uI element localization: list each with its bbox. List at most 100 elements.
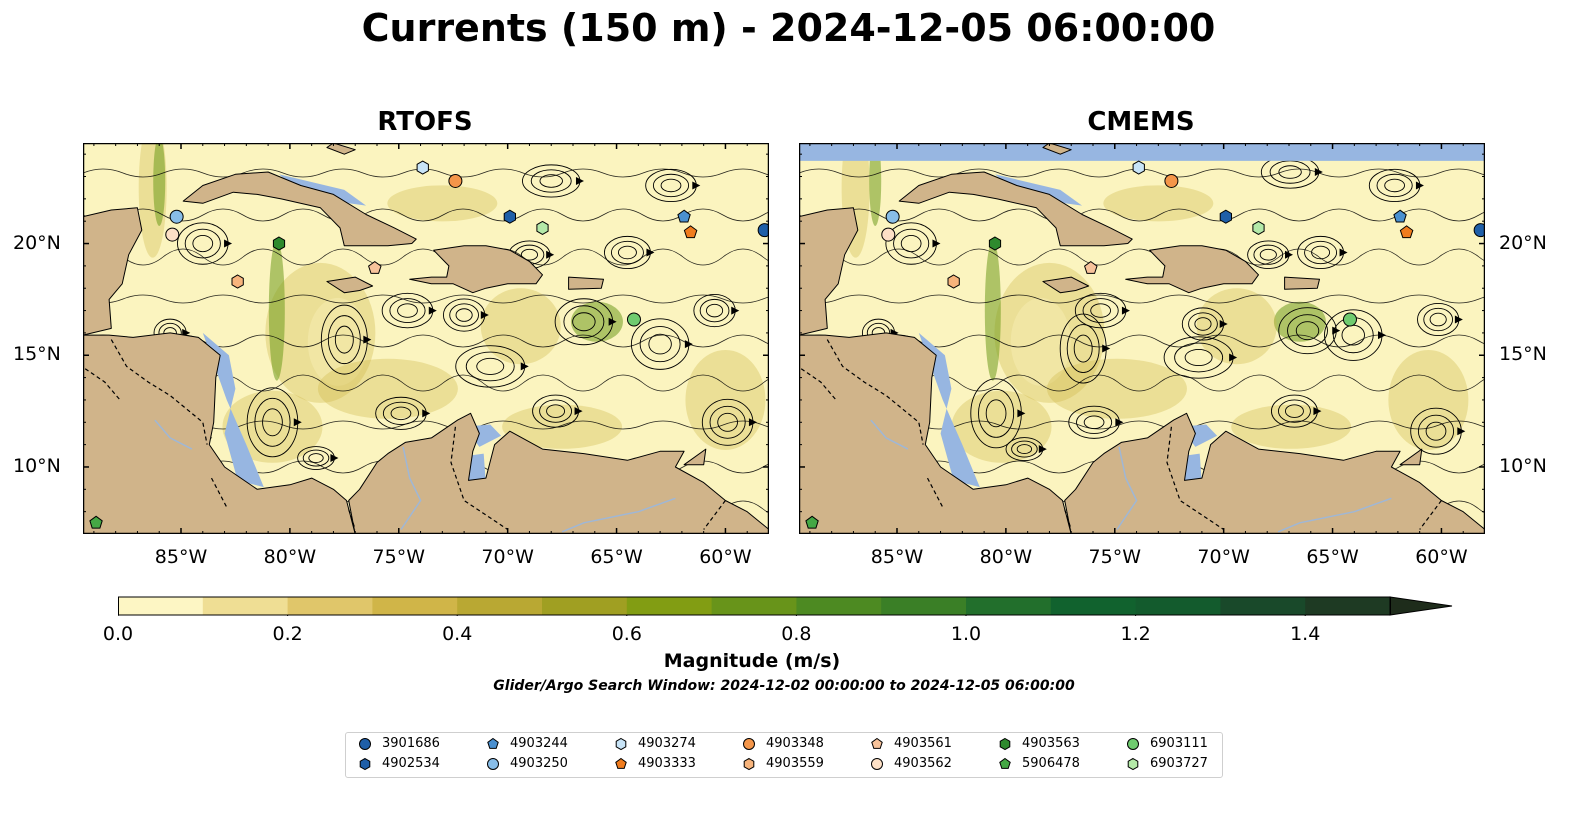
colorbar-level <box>1305 597 1391 615</box>
streamline <box>799 168 1485 178</box>
float-marker-4903563 <box>988 236 1002 251</box>
streamline-arrow <box>1115 418 1124 427</box>
current-speed-patch <box>265 262 376 403</box>
streamline <box>1304 240 1338 265</box>
streamline-arrow <box>932 239 941 248</box>
streamline <box>192 234 214 253</box>
legend-label: 4903244 <box>510 736 568 751</box>
colorbar-tick-label: 0.4 <box>442 623 473 645</box>
streamline <box>1073 334 1093 363</box>
streamline <box>449 303 479 327</box>
streamline <box>546 404 566 418</box>
float-marker-6903727 <box>536 220 549 235</box>
legend-marker-icon <box>871 757 883 770</box>
streamline-arrow <box>1017 409 1026 418</box>
river <box>1116 446 1138 530</box>
central-america-land <box>799 332 1072 534</box>
colorbar-level <box>626 597 713 615</box>
colorbar-level <box>202 597 289 615</box>
legend-item: 4902534 <box>358 756 440 771</box>
streamline <box>539 399 573 423</box>
trinidad-land <box>1399 448 1423 466</box>
colorbar-level <box>287 597 373 615</box>
x-tick-label-left: 80°W <box>263 546 317 568</box>
streamline-arrow <box>520 362 529 371</box>
current-speed-patch <box>869 143 882 226</box>
country-border <box>826 339 924 445</box>
legend-marker-icon <box>1127 737 1139 750</box>
country-border <box>1166 426 1225 530</box>
legend-item: 5906478 <box>998 756 1080 771</box>
streamline <box>1066 324 1100 374</box>
colorbar-level <box>372 597 458 615</box>
country-border <box>348 509 356 530</box>
streamline <box>184 228 221 259</box>
streamline-arrow <box>1457 427 1466 436</box>
legend-item: 6903111 <box>1126 736 1208 751</box>
float-marker-4903250 <box>885 209 900 224</box>
x-tick-label-left: 60°W <box>699 546 752 568</box>
hispaniola-land <box>409 245 543 294</box>
streamline <box>799 294 1485 304</box>
float-legend: 3901686 4902534 4903244 4903250 4903274 49033… <box>345 732 1223 778</box>
cuba-shelf <box>279 174 367 206</box>
legend-label: 4903559 <box>766 756 824 771</box>
streamline-arrow <box>1415 181 1424 190</box>
float-marker-5906478 <box>89 515 103 529</box>
streamline <box>308 453 324 463</box>
coastal-shelf <box>202 332 264 488</box>
yucatan-land <box>83 143 143 336</box>
x-tick-label-right: 70°W <box>1197 546 1250 568</box>
map-frame <box>83 143 769 534</box>
streamline <box>254 397 291 447</box>
streamline <box>660 178 682 193</box>
streamline <box>610 240 644 265</box>
streamline-arrow <box>1285 250 1294 259</box>
legend-marker-icon <box>1127 757 1139 770</box>
streamline <box>1417 414 1455 448</box>
streamline <box>390 406 412 421</box>
x-tick-label-right: 60°W <box>1415 546 1468 568</box>
y-tick-label-left: 10°N <box>13 454 61 477</box>
streamline <box>1184 348 1213 367</box>
colorbar-tick-label: 0.0 <box>102 623 134 645</box>
streamline <box>1425 421 1447 441</box>
streamline <box>262 408 283 437</box>
streamline-arrow <box>546 250 555 259</box>
colorbar-level <box>457 597 543 615</box>
colorbar-frame <box>118 596 1391 616</box>
jamaica-land <box>1042 276 1090 294</box>
float-marker-5906478 <box>805 515 819 529</box>
country-border <box>450 426 509 530</box>
streamline <box>652 173 690 198</box>
x-tick-label-left: 85°W <box>154 546 208 568</box>
current-speed-patch <box>994 262 1105 403</box>
colorbar-label: Magnitude (m/s) <box>663 650 841 672</box>
cmems-map <box>799 143 1485 534</box>
streamline <box>397 303 418 318</box>
streamline-arrow <box>330 454 339 463</box>
current-speed-patch <box>268 240 285 381</box>
current-speed-patch <box>317 358 458 419</box>
float-marker-4903244 <box>1393 209 1407 223</box>
streamline-arrow <box>692 181 701 190</box>
colorbar-level <box>1050 597 1137 615</box>
streamline-arrow <box>1314 168 1323 177</box>
streamline <box>1429 312 1447 327</box>
puerto-rico-land <box>568 276 604 290</box>
legend-item: 4903274 <box>614 736 696 751</box>
streamline <box>539 174 563 188</box>
legend-item: 4903561 <box>870 736 952 751</box>
streamline <box>1194 317 1212 331</box>
legend-marker-icon <box>743 737 755 750</box>
legend-label: 4903561 <box>894 736 952 751</box>
colorbar-level <box>711 597 797 615</box>
streamline-arrow <box>428 306 437 315</box>
y-tick-label-right: 10°N <box>1499 454 1547 477</box>
country-border <box>1064 509 1072 530</box>
rtofs-map <box>83 143 769 534</box>
legend-label: 5906478 <box>1022 756 1080 771</box>
streamline <box>1188 312 1218 336</box>
streamline <box>1284 404 1304 418</box>
float-marker-4903348 <box>1164 173 1179 188</box>
